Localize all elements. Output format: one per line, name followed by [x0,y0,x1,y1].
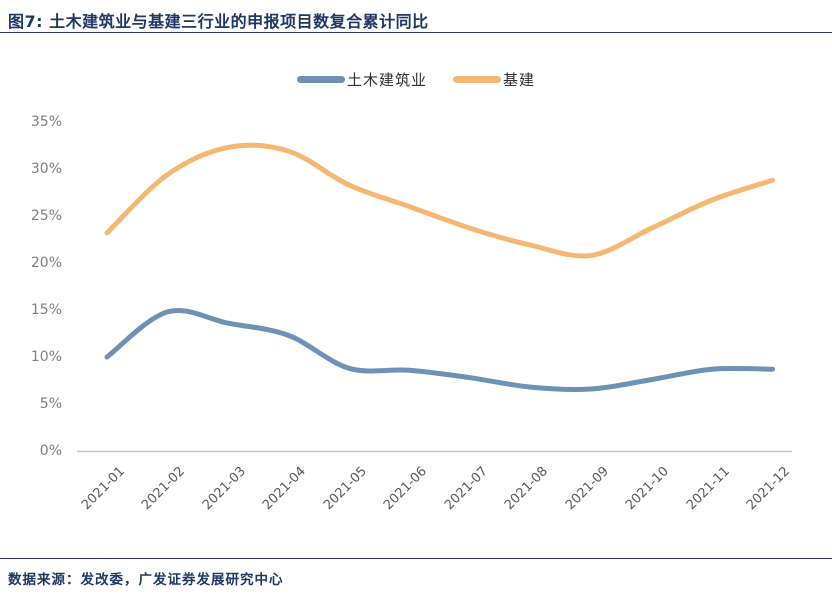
x-tick-label: 2021-06 [381,464,431,514]
figure-header: 图7: 土木建筑业与基建三行业的申报项目数复合累计同比 [0,0,832,33]
x-tick-label: 2021-09 [562,464,612,514]
x-tick-label: 2021-03 [199,464,249,514]
y-tick-label: 0% [39,443,62,459]
figure-footer: 数据来源：发改委，广发证券发展研究中心 [0,558,832,588]
legend-label-infra: 基建 [503,70,536,89]
y-tick-label: 20% [30,255,62,271]
x-tick-label: 2021-05 [320,464,370,514]
x-tick-label: 2021-11 [683,464,733,514]
y-tick-label: 15% [30,302,62,318]
y-tick-label: 35% [30,114,62,130]
series-line-0 [104,308,775,392]
y-tick-label: 5% [39,396,62,412]
legend-label-civil: 土木建筑业 [346,70,427,89]
data-source: 数据来源：发改委，广发证券发展研究中心 [8,572,284,588]
series-line-1 [104,142,775,259]
legend-item-civil: 土木建筑业 [296,69,427,90]
y-tick-label: 25% [30,208,62,224]
x-tick-label: 2021-07 [441,464,491,514]
y-tick-label: 10% [30,349,62,365]
x-tick-label: 2021-10 [623,464,673,514]
legend-swatch-infra-icon [453,75,501,83]
x-tick-label: 2021-08 [502,464,552,514]
chart-legend: 土木建筑业 基建 [0,69,832,90]
x-tick-label: 2021-01 [78,464,128,514]
legend-item-infra: 基建 [453,69,535,90]
x-tick-label: 2021-04 [260,464,310,514]
legend-swatch-civil-icon [296,75,345,83]
figure-title: 图7: 土木建筑业与基建三行业的申报项目数复合累计同比 [8,12,429,31]
x-tick-label: 2021-12 [744,464,794,514]
x-tick-label: 2021-02 [139,464,189,514]
y-tick-label: 30% [30,161,62,177]
